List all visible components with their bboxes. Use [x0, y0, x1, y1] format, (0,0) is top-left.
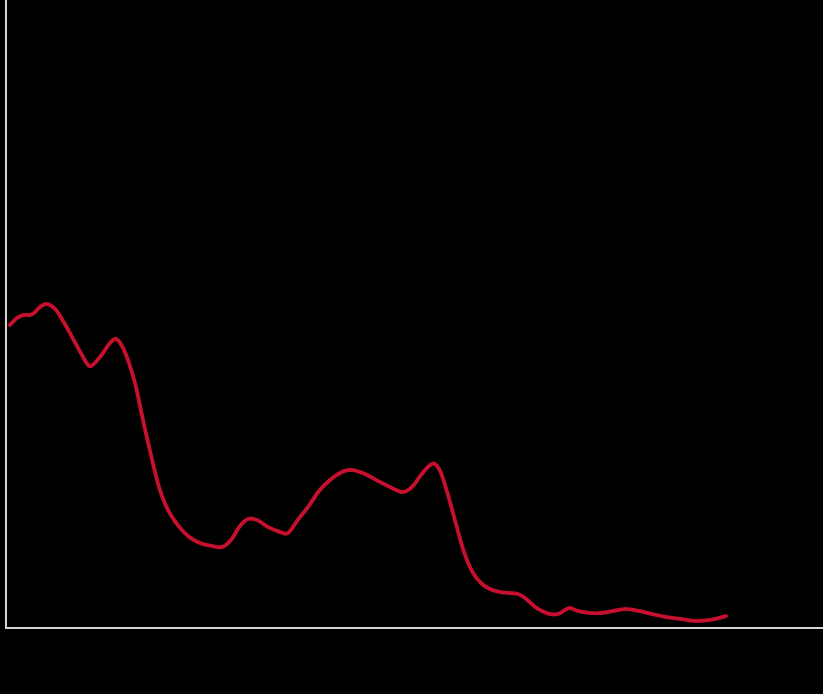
- series-red-curve: [8, 302, 728, 623]
